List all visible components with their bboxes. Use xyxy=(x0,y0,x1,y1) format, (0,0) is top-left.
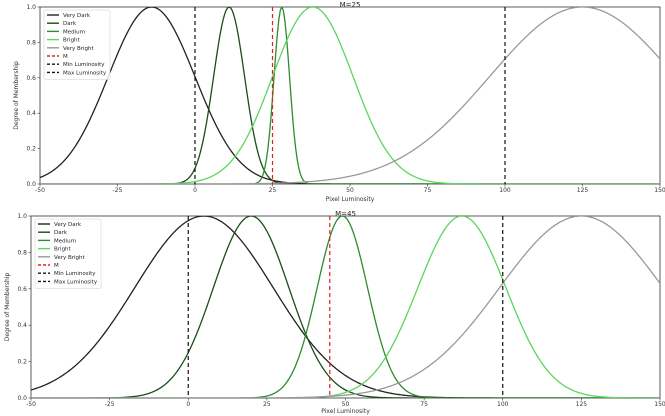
series-bright-line xyxy=(40,7,660,184)
x-axis-label: Pixel Luminosity xyxy=(326,196,375,203)
x-tick-label: 150 xyxy=(654,187,665,194)
series-medium-line xyxy=(40,7,660,184)
y-tick-label: 0.0 xyxy=(26,181,36,188)
legend-max-luminosity-label: Max Luminosity xyxy=(63,70,107,76)
legend-min-luminosity-label: Min Luminosity xyxy=(63,62,105,68)
chart-title: M=25 xyxy=(340,1,361,9)
y-tick-label: 0.4 xyxy=(17,322,27,329)
legend-very-dark-label: Very Dark xyxy=(54,222,82,228)
x-tick-label: 50 xyxy=(342,401,350,408)
y-axis-label: Degree of Membership xyxy=(13,61,20,130)
legend-m-label: M xyxy=(54,263,59,269)
plot-area xyxy=(30,215,661,399)
chart-panel-1: M=25 -50 -25 0 25 50 75 100 125 150 0.0 0.2 0.4 0.6 0.… xyxy=(13,1,665,203)
y-tick-label: 0.8 xyxy=(17,249,27,256)
y-tick-label: 0.2 xyxy=(26,146,36,153)
legend-bright-label: Bright xyxy=(63,38,81,44)
x-tick-label: -50 xyxy=(35,187,45,194)
x-tick-label: 100 xyxy=(499,187,511,194)
legend-m-label: M xyxy=(63,54,68,60)
legend-bright-label: Bright xyxy=(54,247,72,253)
series-very-bright-line xyxy=(40,7,660,184)
legend: Very Dark Dark Medium Bright Very Bright M Min… xyxy=(43,9,111,80)
legend-very-bright-label: Very Bright xyxy=(54,255,86,261)
x-tick-label: 50 xyxy=(346,187,354,194)
series-dark-line xyxy=(40,7,660,184)
legend-medium-label: Medium xyxy=(63,29,85,35)
y-tick-label: 1.0 xyxy=(17,213,27,220)
legend-very-bright-label: Very Bright xyxy=(63,46,95,52)
x-tick-label: 25 xyxy=(263,401,271,408)
x-tick-label: 125 xyxy=(577,187,589,194)
legend-max-luminosity-label: Max Luminosity xyxy=(54,279,98,285)
legend-dark-label: Dark xyxy=(63,21,77,27)
x-tick-label: -25 xyxy=(105,401,115,408)
x-tick-label: 100 xyxy=(497,401,509,408)
series-very-dark-line xyxy=(31,216,660,398)
y-tick-label: 0.6 xyxy=(26,75,36,82)
x-tick-label: 75 xyxy=(420,401,428,408)
y-tick-label: 0.0 xyxy=(17,395,27,402)
plot-area xyxy=(39,6,661,185)
x-tick-label: 25 xyxy=(269,187,277,194)
legend-medium-label: Medium xyxy=(54,238,76,244)
x-tick-label: 0 xyxy=(193,187,197,194)
series-bright-line xyxy=(31,216,660,398)
plot-lines xyxy=(40,7,660,184)
x-tick-label: 0 xyxy=(186,401,190,408)
x-tick-label: -25 xyxy=(113,187,123,194)
y-tick-label: 0.6 xyxy=(17,286,27,293)
chart-title: M=45 xyxy=(335,210,356,218)
y-tick-label: 0.4 xyxy=(26,110,36,117)
y-tick-label: 1.0 xyxy=(26,4,36,11)
x-tick-label: 75 xyxy=(424,187,432,194)
plot-lines xyxy=(31,216,660,398)
legend-very-dark-label: Very Dark xyxy=(63,13,91,19)
x-tick-label: 150 xyxy=(654,401,665,408)
legend-dark-label: Dark xyxy=(54,230,68,236)
series-dark-line xyxy=(31,216,660,398)
chart-panel-2: M=45 -50 -25 0 25 50 75 100 125 150 0.0 0.2 0.4 0.6 0.… xyxy=(4,210,665,415)
legend-box xyxy=(43,9,111,80)
legend-min-luminosity-label: Min Luminosity xyxy=(54,271,96,277)
series-very-bright-line xyxy=(31,216,660,398)
y-axis-label: Degree of Membership xyxy=(4,273,11,342)
legend: Very Dark Dark Medium Bright Very Bright M Min… xyxy=(34,218,102,289)
y-tick-label: 0.2 xyxy=(17,359,27,366)
x-tick-label: -50 xyxy=(26,401,36,408)
y-tick-label: 0.8 xyxy=(26,39,36,46)
x-axis-label: Pixel Luminosity xyxy=(321,408,370,415)
x-tick-label: 125 xyxy=(576,401,588,408)
series-medium-line xyxy=(31,216,660,398)
series-very-dark-line xyxy=(40,7,660,184)
legend-box xyxy=(34,218,102,289)
